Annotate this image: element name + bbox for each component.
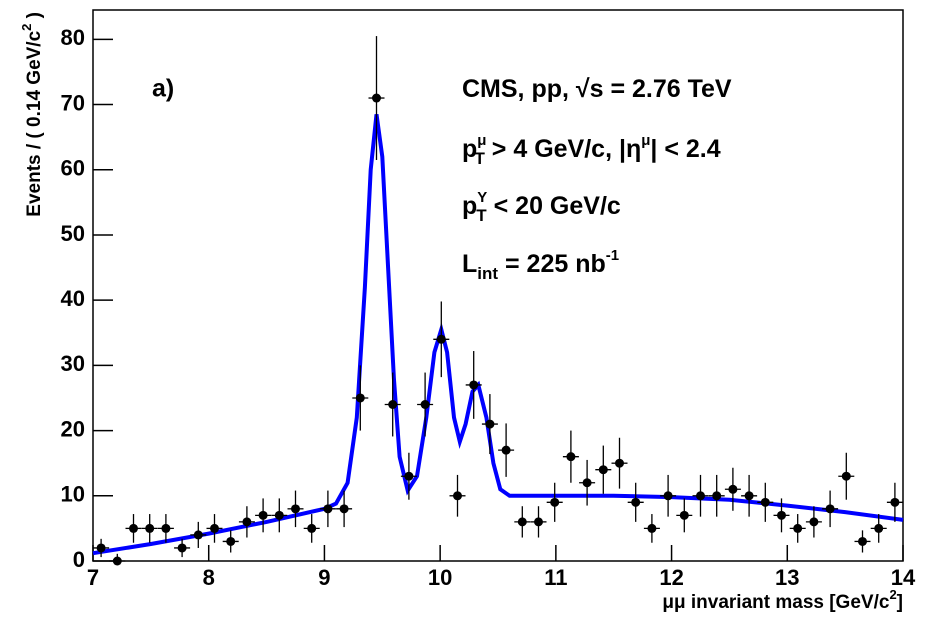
data-point — [615, 458, 624, 468]
y-axis-label: Events / ( 0.14 GeV/c2 ) — [19, 12, 45, 217]
annotation: pμ T > 4 GeV/c, |ημ| < 2.4 — [462, 132, 721, 168]
data-point — [841, 471, 851, 481]
x-tick-label: 7 — [87, 565, 99, 590]
data-point — [388, 400, 398, 410]
text-part: 2 — [19, 24, 34, 31]
data-point — [566, 452, 576, 462]
data-point — [210, 523, 219, 533]
data-point — [890, 497, 900, 507]
text-part: | < 2.4 — [650, 135, 720, 163]
text-part: int — [477, 264, 498, 283]
y-tick-label: 0 — [73, 547, 85, 572]
x-tick-label: 8 — [203, 565, 215, 590]
data-point — [777, 510, 786, 520]
data-point — [582, 478, 592, 488]
frame — [92, 9, 904, 562]
data-point — [858, 536, 867, 546]
text-part: μ — [641, 132, 650, 149]
x-tick-label: 9 — [318, 565, 330, 590]
y-tick-label: 70 — [61, 90, 85, 115]
data-point — [291, 504, 300, 514]
x-tick-label: 14 — [891, 565, 916, 590]
data-point — [226, 536, 236, 546]
data-point — [404, 471, 414, 481]
data-point — [145, 523, 155, 533]
text-part: Events / ( 0.14 GeV/c — [24, 30, 45, 216]
text-part: T — [474, 149, 485, 168]
data-point — [258, 510, 268, 520]
text-part: Υ — [477, 189, 487, 206]
data-point — [129, 523, 138, 533]
data-point — [517, 517, 527, 527]
data-point — [372, 93, 381, 103]
data-point — [453, 491, 462, 501]
annotation: pΥ T < 20 GeV/c — [462, 189, 621, 225]
y-tick-label: 50 — [61, 221, 85, 246]
data-point — [696, 491, 705, 501]
data-point — [712, 491, 722, 501]
text-part: L — [462, 250, 477, 278]
x-tick-label: 12 — [659, 565, 683, 590]
y-tick-label: 10 — [61, 482, 85, 507]
data-point — [112, 556, 122, 566]
data-point — [728, 484, 738, 494]
text-part: T — [476, 206, 487, 225]
data-point — [534, 517, 543, 527]
x-axis-label: μμ invariant mass [GeV/c2] — [662, 587, 903, 613]
text-part: < 20 GeV/c — [487, 192, 621, 220]
text-part: p — [462, 135, 477, 163]
data-point — [96, 543, 106, 553]
data-point — [274, 510, 284, 520]
data-point — [501, 445, 511, 455]
data-point — [647, 523, 657, 533]
data-point — [744, 491, 754, 501]
text-part: 2 — [889, 587, 896, 602]
text-part: -1 — [606, 247, 619, 264]
text-part: > 4 GeV/c, |η — [485, 135, 641, 163]
data-point — [193, 530, 203, 540]
x-tick-label: 10 — [428, 565, 452, 590]
data-point — [469, 380, 479, 390]
text-part: μμ invariant mass [GeV/c — [662, 592, 889, 613]
x-tick-label: 11 — [544, 565, 567, 590]
data-point — [550, 497, 560, 507]
annotation: Lint = 225 nb-1 — [462, 247, 619, 283]
y-tick-label: 20 — [61, 416, 85, 441]
data-point — [679, 510, 689, 520]
text-part: p — [462, 192, 477, 220]
data-point — [874, 523, 884, 533]
y-tick-label: 40 — [61, 286, 85, 311]
y-tick-label: 60 — [61, 156, 85, 181]
data-point — [177, 543, 187, 553]
data-point — [242, 517, 252, 527]
data-point — [420, 400, 430, 410]
x-tick-label: 13 — [775, 565, 799, 590]
text-part: ) — [24, 12, 45, 24]
fit-curve — [92, 114, 904, 556]
panel-label: a) — [152, 75, 174, 103]
text-part: CMS, pp, √s = 2.76 TeV — [462, 75, 732, 103]
data-point — [436, 334, 446, 344]
data-point — [339, 504, 349, 514]
data-point — [485, 419, 495, 429]
data-point — [323, 504, 333, 514]
data-point — [598, 465, 608, 475]
annotation: CMS, pp, √s = 2.76 TeV — [462, 75, 732, 103]
data-point — [793, 523, 803, 533]
text-part: μ — [477, 132, 486, 149]
data-point — [663, 491, 673, 501]
text-part: ] — [897, 592, 903, 613]
data-point — [809, 517, 819, 527]
y-tick-label: 30 — [61, 351, 85, 376]
data-point — [631, 497, 641, 507]
y-tick-label: 80 — [61, 25, 85, 50]
data-point — [825, 504, 835, 514]
data-point — [161, 523, 171, 533]
data-point — [355, 393, 365, 403]
data-point — [760, 497, 770, 507]
text-part: = 225 nb — [498, 250, 606, 278]
data-point — [307, 523, 317, 533]
